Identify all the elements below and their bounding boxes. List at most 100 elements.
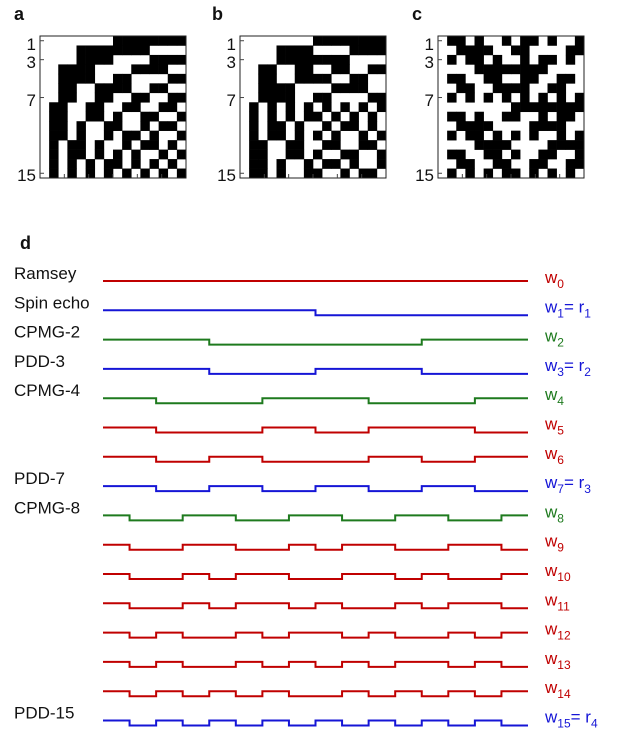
matrix-cell (158, 121, 169, 131)
matrix-cell (501, 64, 512, 75)
matrix-cell (529, 121, 539, 131)
matrix-cell (547, 168, 557, 179)
matrix-cell (456, 159, 466, 169)
panel-a-tick-7: 7 (27, 91, 36, 110)
matrix-cell (322, 121, 332, 131)
matrix-cell (358, 36, 369, 46)
walsh-waveform (103, 631, 528, 639)
matrix-cell (474, 130, 484, 141)
matrix-cell (94, 102, 105, 113)
matrix-cell (294, 45, 305, 56)
panel-b-tick-3: 3 (227, 53, 236, 72)
matrix-cell (529, 36, 539, 46)
matrix-cell (501, 111, 512, 122)
matrix-cell (313, 73, 323, 84)
matrix-cell (158, 36, 169, 46)
matrix-cell (349, 73, 359, 84)
matrix-cell (474, 45, 484, 56)
matrix-cell (76, 149, 86, 160)
matrix-cell (94, 45, 105, 56)
matrix-cell (322, 73, 332, 84)
walsh-waveform (103, 367, 528, 375)
matrix-cell (367, 168, 378, 179)
matrix-cell (158, 149, 169, 160)
matrix-cell (538, 54, 548, 65)
matrix-cell (285, 102, 296, 113)
matrix-cell (258, 92, 268, 103)
walsh-index-label: w13 (544, 649, 571, 672)
matrix-cell (511, 130, 521, 141)
matrix-cell (276, 83, 286, 94)
matrix-cell (49, 121, 59, 131)
matrix-cell (358, 168, 369, 179)
matrix-cell (483, 149, 494, 160)
matrix-cell (113, 111, 123, 122)
matrix-cell (565, 45, 576, 56)
matrix-cell (447, 168, 457, 179)
panel-d-waveforms: Ramsey w0 Spin echo w1= r1 CPMG-2 w2 PDD-3 w3= … (14, 264, 598, 731)
walsh-waveform (103, 602, 528, 610)
matrix-cell (103, 92, 114, 103)
matrix-cell (556, 102, 567, 113)
matrix-cell (501, 168, 512, 179)
matrix-cell (340, 64, 350, 75)
matrix-cell (511, 168, 521, 179)
matrix-cell (367, 64, 378, 75)
matrix-cell (58, 92, 68, 103)
matrix-cell (456, 36, 466, 46)
matrix-cell (492, 149, 503, 160)
matrix-cell (376, 64, 387, 75)
matrix-cell (474, 111, 484, 122)
matrix-cell (511, 64, 521, 75)
matrix-cell (474, 36, 484, 46)
matrix-cell (322, 159, 332, 169)
matrix-cell (285, 45, 296, 56)
matrix-cell (520, 102, 530, 113)
matrix-cell (94, 54, 105, 65)
matrix-cell (322, 102, 332, 113)
matrix-cell (565, 159, 576, 169)
matrix-cell (67, 159, 77, 169)
walsh-index-label: w11 (544, 590, 570, 613)
matrix-cell (122, 36, 132, 46)
matrix-cell (376, 92, 387, 103)
matrix-cell (511, 83, 521, 94)
matrix-cell (258, 73, 268, 84)
matrix-cell (149, 140, 159, 150)
matrix-cell (529, 64, 539, 75)
matrix-cell (313, 92, 323, 103)
panel-b-tick-7: 7 (227, 91, 236, 110)
matrix-cell (167, 54, 178, 65)
matrix-cell (574, 140, 585, 150)
matrix-cell (456, 121, 466, 131)
matrix-cell (94, 111, 105, 122)
matrix-cell (547, 149, 557, 160)
matrix-cell (258, 149, 268, 160)
matrix-cell (322, 36, 332, 46)
matrix-cell (447, 149, 457, 160)
walsh-index-label: w9 (544, 532, 564, 555)
matrix-cell (313, 130, 323, 141)
matrix-cell (76, 130, 86, 141)
sequence-name: PDD-7 (14, 469, 65, 488)
matrix-cell (340, 168, 350, 179)
matrix-cell (547, 54, 557, 65)
walsh-index-label: w6 (544, 444, 564, 467)
walsh-waveform (103, 690, 528, 698)
matrix-cell (158, 64, 169, 75)
matrix-cell (176, 92, 187, 103)
matrix-cell (67, 168, 77, 179)
matrix-cell (574, 130, 585, 141)
matrix-cell (267, 64, 277, 75)
walsh-index-label: w7= r3 (544, 473, 591, 496)
matrix-cell (113, 159, 123, 169)
matrix-cell (140, 121, 150, 131)
matrix-cell (501, 159, 512, 169)
matrix-cell (158, 168, 169, 179)
matrix-cell (349, 83, 359, 94)
matrix-cell (303, 111, 314, 122)
matrix-cell (367, 140, 378, 150)
matrix-cell (49, 159, 59, 169)
matrix-cell (113, 36, 123, 46)
matrix-cell (131, 159, 141, 169)
